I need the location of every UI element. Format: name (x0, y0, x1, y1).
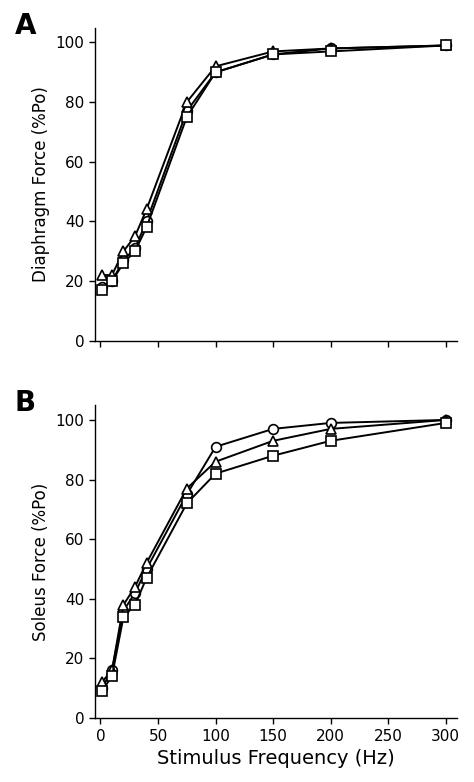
Text: A: A (15, 12, 36, 40)
Y-axis label: Soleus Force (%Po): Soleus Force (%Po) (32, 482, 50, 640)
Y-axis label: Diaphragm Force (%Po): Diaphragm Force (%Po) (32, 86, 50, 282)
Text: B: B (15, 389, 36, 418)
X-axis label: Stimulus Frequency (Hz): Stimulus Frequency (Hz) (157, 749, 395, 768)
